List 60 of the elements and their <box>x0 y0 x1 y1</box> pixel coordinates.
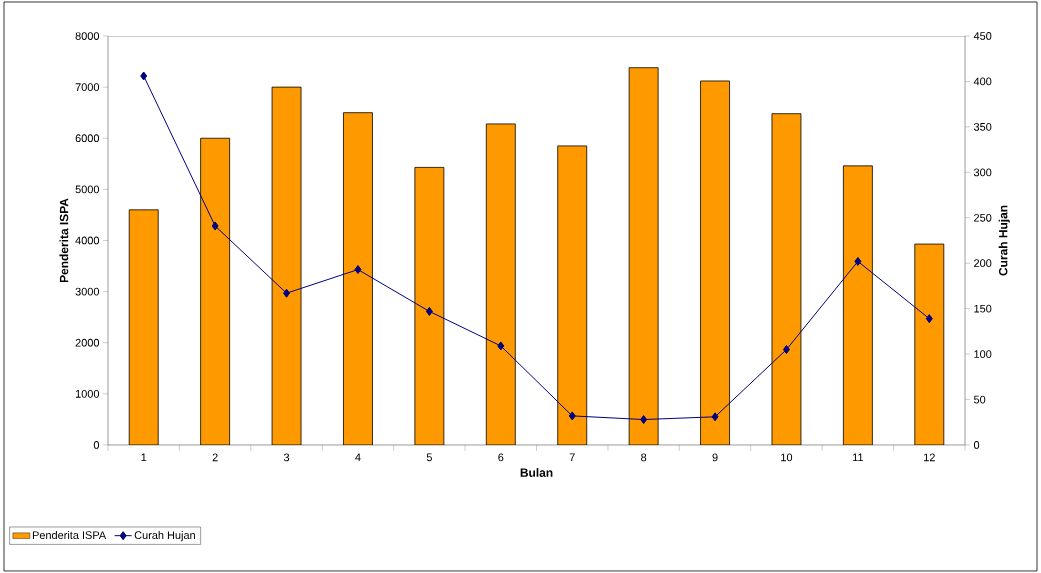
x-tick-label: 1 <box>141 453 147 462</box>
y2-tick-label: 450 <box>973 32 992 40</box>
bar <box>271 86 302 445</box>
y2-tick-label: 200 <box>974 259 992 268</box>
x-tick-label: 10 <box>781 453 793 462</box>
x-tick-label: 6 <box>498 453 504 462</box>
x-tick-label: 11 <box>853 453 864 462</box>
y2-tick-label: 300 <box>973 168 992 177</box>
y-tick-label: 6000 <box>75 134 100 143</box>
y-tick-label: 5000 <box>75 185 100 194</box>
bar <box>414 166 445 445</box>
legend-label: Curah Hujan <box>134 530 195 542</box>
y-tick-label: 0 <box>93 441 100 449</box>
y2-tick-label: 0 <box>973 441 980 449</box>
bar <box>842 165 873 445</box>
y-tick-label: 2000 <box>75 338 100 347</box>
bar <box>700 80 730 445</box>
y-tick-label: 3000 <box>75 287 100 296</box>
point <box>354 265 362 275</box>
x-tick-label: 5 <box>426 453 432 462</box>
x-axis-title: Bulan <box>520 468 553 477</box>
y2-tick-label: 250 <box>974 213 992 222</box>
point <box>140 71 148 81</box>
x-tick-label: 2 <box>212 453 218 462</box>
y2-tick-label: 350 <box>973 123 992 131</box>
y2-tick-label: 400 <box>973 77 992 86</box>
point <box>425 306 433 316</box>
x-tick-label: 7 <box>569 453 575 462</box>
bar <box>200 137 231 445</box>
y-tick-label: 8000 <box>75 32 100 40</box>
x-tick-label: 9 <box>712 453 718 462</box>
bar <box>914 243 945 445</box>
point <box>782 345 790 355</box>
point <box>640 415 648 425</box>
point <box>925 314 933 324</box>
legend-label: Penderita ISPA <box>32 530 107 540</box>
point <box>854 256 862 266</box>
y-tick-label: 1000 <box>75 389 100 398</box>
y-tick-label: 7000 <box>75 83 100 91</box>
y-tick-label: 4000 <box>75 236 100 245</box>
y2-tick-label: 100 <box>974 350 992 358</box>
point <box>711 412 719 422</box>
y2-axis-title: Curah Hujan <box>998 205 1010 276</box>
bar <box>628 67 659 445</box>
point <box>497 341 505 351</box>
bar <box>343 112 373 445</box>
bar <box>557 145 588 445</box>
x-tick-label: 8 <box>641 453 647 462</box>
y-axis-title: Penderita ISPA <box>59 198 69 283</box>
point <box>568 411 576 421</box>
x-tick-label: 3 <box>283 453 290 462</box>
x-tick-label: 12 <box>924 453 935 462</box>
bar <box>128 209 159 445</box>
bar <box>771 113 802 445</box>
x-tick-label: 4 <box>355 453 361 462</box>
bar <box>485 123 516 445</box>
y2-tick-label: 50 <box>973 395 986 404</box>
point <box>283 288 291 298</box>
y2-tick-label: 150 <box>974 304 992 313</box>
point <box>211 221 219 231</box>
